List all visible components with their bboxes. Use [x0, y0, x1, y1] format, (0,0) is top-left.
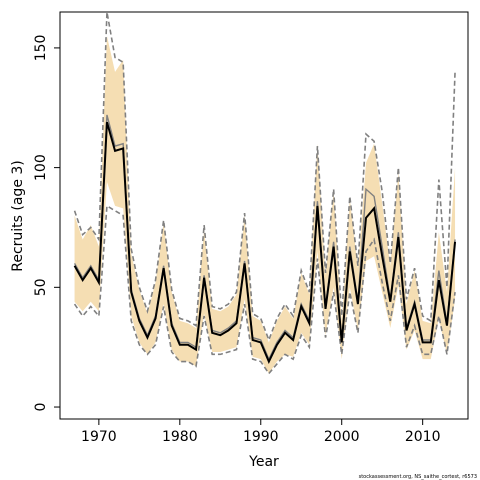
dashed-upper-bound-line: [73, 11, 456, 343]
credit-text: stockassessment.org, NS_saithe_cortest, …: [359, 474, 477, 480]
x-tick-label: 2000: [324, 429, 360, 445]
series-line-layer: [73, 11, 457, 375]
dashed-lower-bound-line: [73, 204, 456, 375]
estimate-line: [73, 121, 457, 364]
x-axis: 1970 1980 1990 2000 2010: [81, 419, 440, 445]
x-tick-label: 1970: [81, 429, 117, 445]
x-tick-label: 1980: [162, 429, 198, 445]
plot-frame: [59, 11, 469, 420]
y-tick-label: 100: [33, 154, 49, 181]
y-axis-title: Recruits (age 3): [10, 160, 26, 272]
y-tick-label: 150: [33, 35, 49, 62]
x-axis-title: Year: [248, 454, 279, 470]
y-tick-label: 50: [33, 278, 49, 296]
x-tick-label: 1990: [243, 429, 279, 445]
y-axis: 0 50 100 150: [33, 35, 60, 412]
y-tick-label: 0: [33, 403, 49, 412]
x-tick-label: 2010: [405, 429, 441, 445]
